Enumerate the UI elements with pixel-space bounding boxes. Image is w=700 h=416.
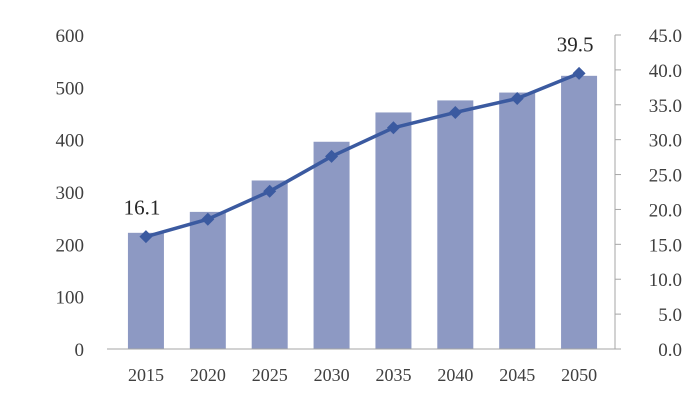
- line-point-2025: [263, 184, 277, 198]
- right-axis-tick-label: 20.0: [649, 200, 682, 221]
- x-axis-tick-label: 2025: [252, 365, 288, 385]
- right-axis-tick-label: 0.0: [658, 340, 682, 361]
- line-point-2040: [448, 105, 462, 119]
- bar-2020: [189, 211, 226, 349]
- line-point-2030: [325, 149, 339, 163]
- bar-2040: [437, 100, 474, 350]
- line-point-2020: [201, 212, 215, 226]
- line-point-2045: [510, 91, 524, 105]
- data-label: 16.1: [124, 196, 161, 220]
- data-labels: 16.1 39.5: [124, 32, 594, 219]
- bar-2030: [313, 141, 350, 349]
- left-axis-tick-label: 200: [56, 235, 85, 256]
- right-axis-tick-label: 10.0: [649, 270, 682, 291]
- bar-2050: [561, 75, 598, 349]
- line-path: [145, 71, 580, 239]
- left-axis-tick-label: 100: [56, 288, 85, 309]
- x-axis-tick-label: 2015: [128, 365, 164, 385]
- line-series: [139, 66, 586, 244]
- x-axis-tick-label: 2030: [314, 365, 350, 385]
- right-axis-tick-label: 35.0: [649, 96, 682, 117]
- right-axis-tick-label: 25.0: [649, 166, 682, 187]
- left-axis-tick-label: 0: [75, 340, 85, 361]
- x-axis-tick-label: 2035: [375, 365, 411, 385]
- x-axis-tick-label: 2040: [437, 365, 473, 385]
- left-axis-tick-label: 300: [56, 183, 85, 204]
- bar-2015: [127, 232, 164, 349]
- line-point-2035: [386, 121, 400, 135]
- axes: 0.0 5.0 10.0 15.0 20.0 25.0 30.0 35.0 40.0 45.0 0 1…: [56, 26, 683, 385]
- bar-2045: [499, 92, 536, 350]
- x-axis-tick-label: 2020: [190, 365, 226, 385]
- left-axis-tick-label: 600: [56, 26, 85, 47]
- left-axis-tick-label: 500: [56, 78, 85, 99]
- x-axis-tick-label: 2045: [499, 365, 535, 385]
- right-axis-tick-label: 15.0: [649, 235, 682, 256]
- right-axis-tick-label: 45.0: [649, 26, 682, 47]
- right-axis-tick-label: 40.0: [649, 61, 682, 82]
- x-axis-tick-label: 2050: [561, 365, 597, 385]
- right-axis-tick-label: 5.0: [658, 305, 682, 326]
- bar-2025: [251, 180, 288, 349]
- data-label: 39.5: [557, 32, 594, 56]
- line-point-2015: [139, 230, 153, 244]
- bar-2035: [375, 112, 412, 349]
- left-axis-tick-label: 400: [56, 131, 85, 152]
- right-axis-tick-label: 30.0: [649, 131, 682, 152]
- bar-series: [127, 75, 598, 350]
- line-point-2050: [572, 66, 586, 80]
